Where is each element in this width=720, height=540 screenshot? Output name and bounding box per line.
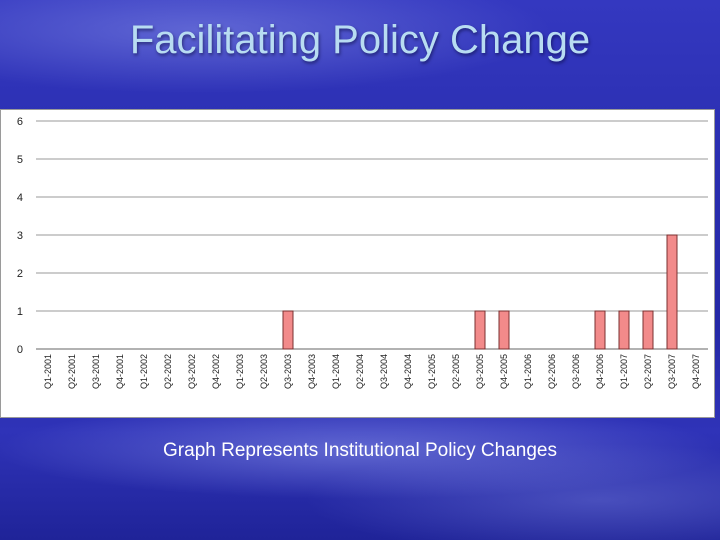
x-tick-label: Q1-2007 <box>619 354 629 389</box>
x-tick-layer: Q1-2001 Q2-2001 Q3-2001 Q4-2001 Q1-2002 Q2-20… <box>43 354 701 389</box>
y-tick-label: 0 <box>17 344 23 356</box>
x-tick-label: Q4-2004 <box>403 354 413 389</box>
x-tick-label: Q2-2001 <box>67 354 77 389</box>
x-tick-label: Q2-2005 <box>451 354 461 389</box>
x-tick-label: Q3-2006 <box>571 354 581 389</box>
bar <box>666 234 678 350</box>
x-tick-label: Q2-2006 <box>547 354 557 389</box>
slide-title: Facilitating Policy Change <box>129 18 591 62</box>
x-tick-label: Q2-2002 <box>163 354 173 389</box>
x-tick-label: Q3-2003 <box>283 354 293 389</box>
x-tick-label: Q1-2005 <box>427 354 437 389</box>
x-tick-label: Q4-2006 <box>595 354 605 389</box>
y-tick-label: 5 <box>17 154 23 166</box>
bar-layer <box>282 234 678 350</box>
x-tick-label: Q4-2007 <box>691 354 701 389</box>
bar <box>642 310 654 350</box>
bar <box>282 310 294 350</box>
x-tick-label: Q3-2007 <box>667 354 677 389</box>
x-tick-label: Q1-2003 <box>235 354 245 389</box>
x-tick-label: Q4-2003 <box>307 354 317 389</box>
chart-caption: Graph Represents Institutional Policy Ch… <box>163 440 557 461</box>
x-tick-label: Q1-2001 <box>43 354 53 389</box>
bar <box>498 310 510 350</box>
bar <box>618 310 630 350</box>
x-tick-label: Q2-2007 <box>643 354 653 389</box>
grid-layer <box>36 120 708 350</box>
x-tick-label: Q3-2005 <box>475 354 485 389</box>
x-tick-label: Q1-2002 <box>139 354 149 389</box>
x-tick-label: Q1-2004 <box>331 354 341 389</box>
x-tick-label: Q3-2002 <box>187 354 197 389</box>
x-tick-label: Q3-2004 <box>379 354 389 389</box>
y-tick-label: 6 <box>17 116 23 128</box>
bar <box>474 310 486 350</box>
y-tick-label: 3 <box>17 230 23 242</box>
y-tick-label: 1 <box>17 306 23 318</box>
y-tick-label: 2 <box>17 268 23 280</box>
bar <box>594 310 606 350</box>
x-tick-label: Q2-2004 <box>355 354 365 389</box>
x-tick-label: Q1-2006 <box>523 354 533 389</box>
x-tick-label: Q3-2001 <box>91 354 101 389</box>
x-tick-label: Q4-2002 <box>211 354 221 389</box>
y-tick-layer: 0 1 2 3 4 5 6 <box>17 116 23 356</box>
x-tick-label: Q4-2001 <box>115 354 125 389</box>
x-tick-label: Q2-2003 <box>259 354 269 389</box>
y-tick-label: 4 <box>17 192 23 204</box>
x-tick-label: Q4-2005 <box>499 354 509 389</box>
